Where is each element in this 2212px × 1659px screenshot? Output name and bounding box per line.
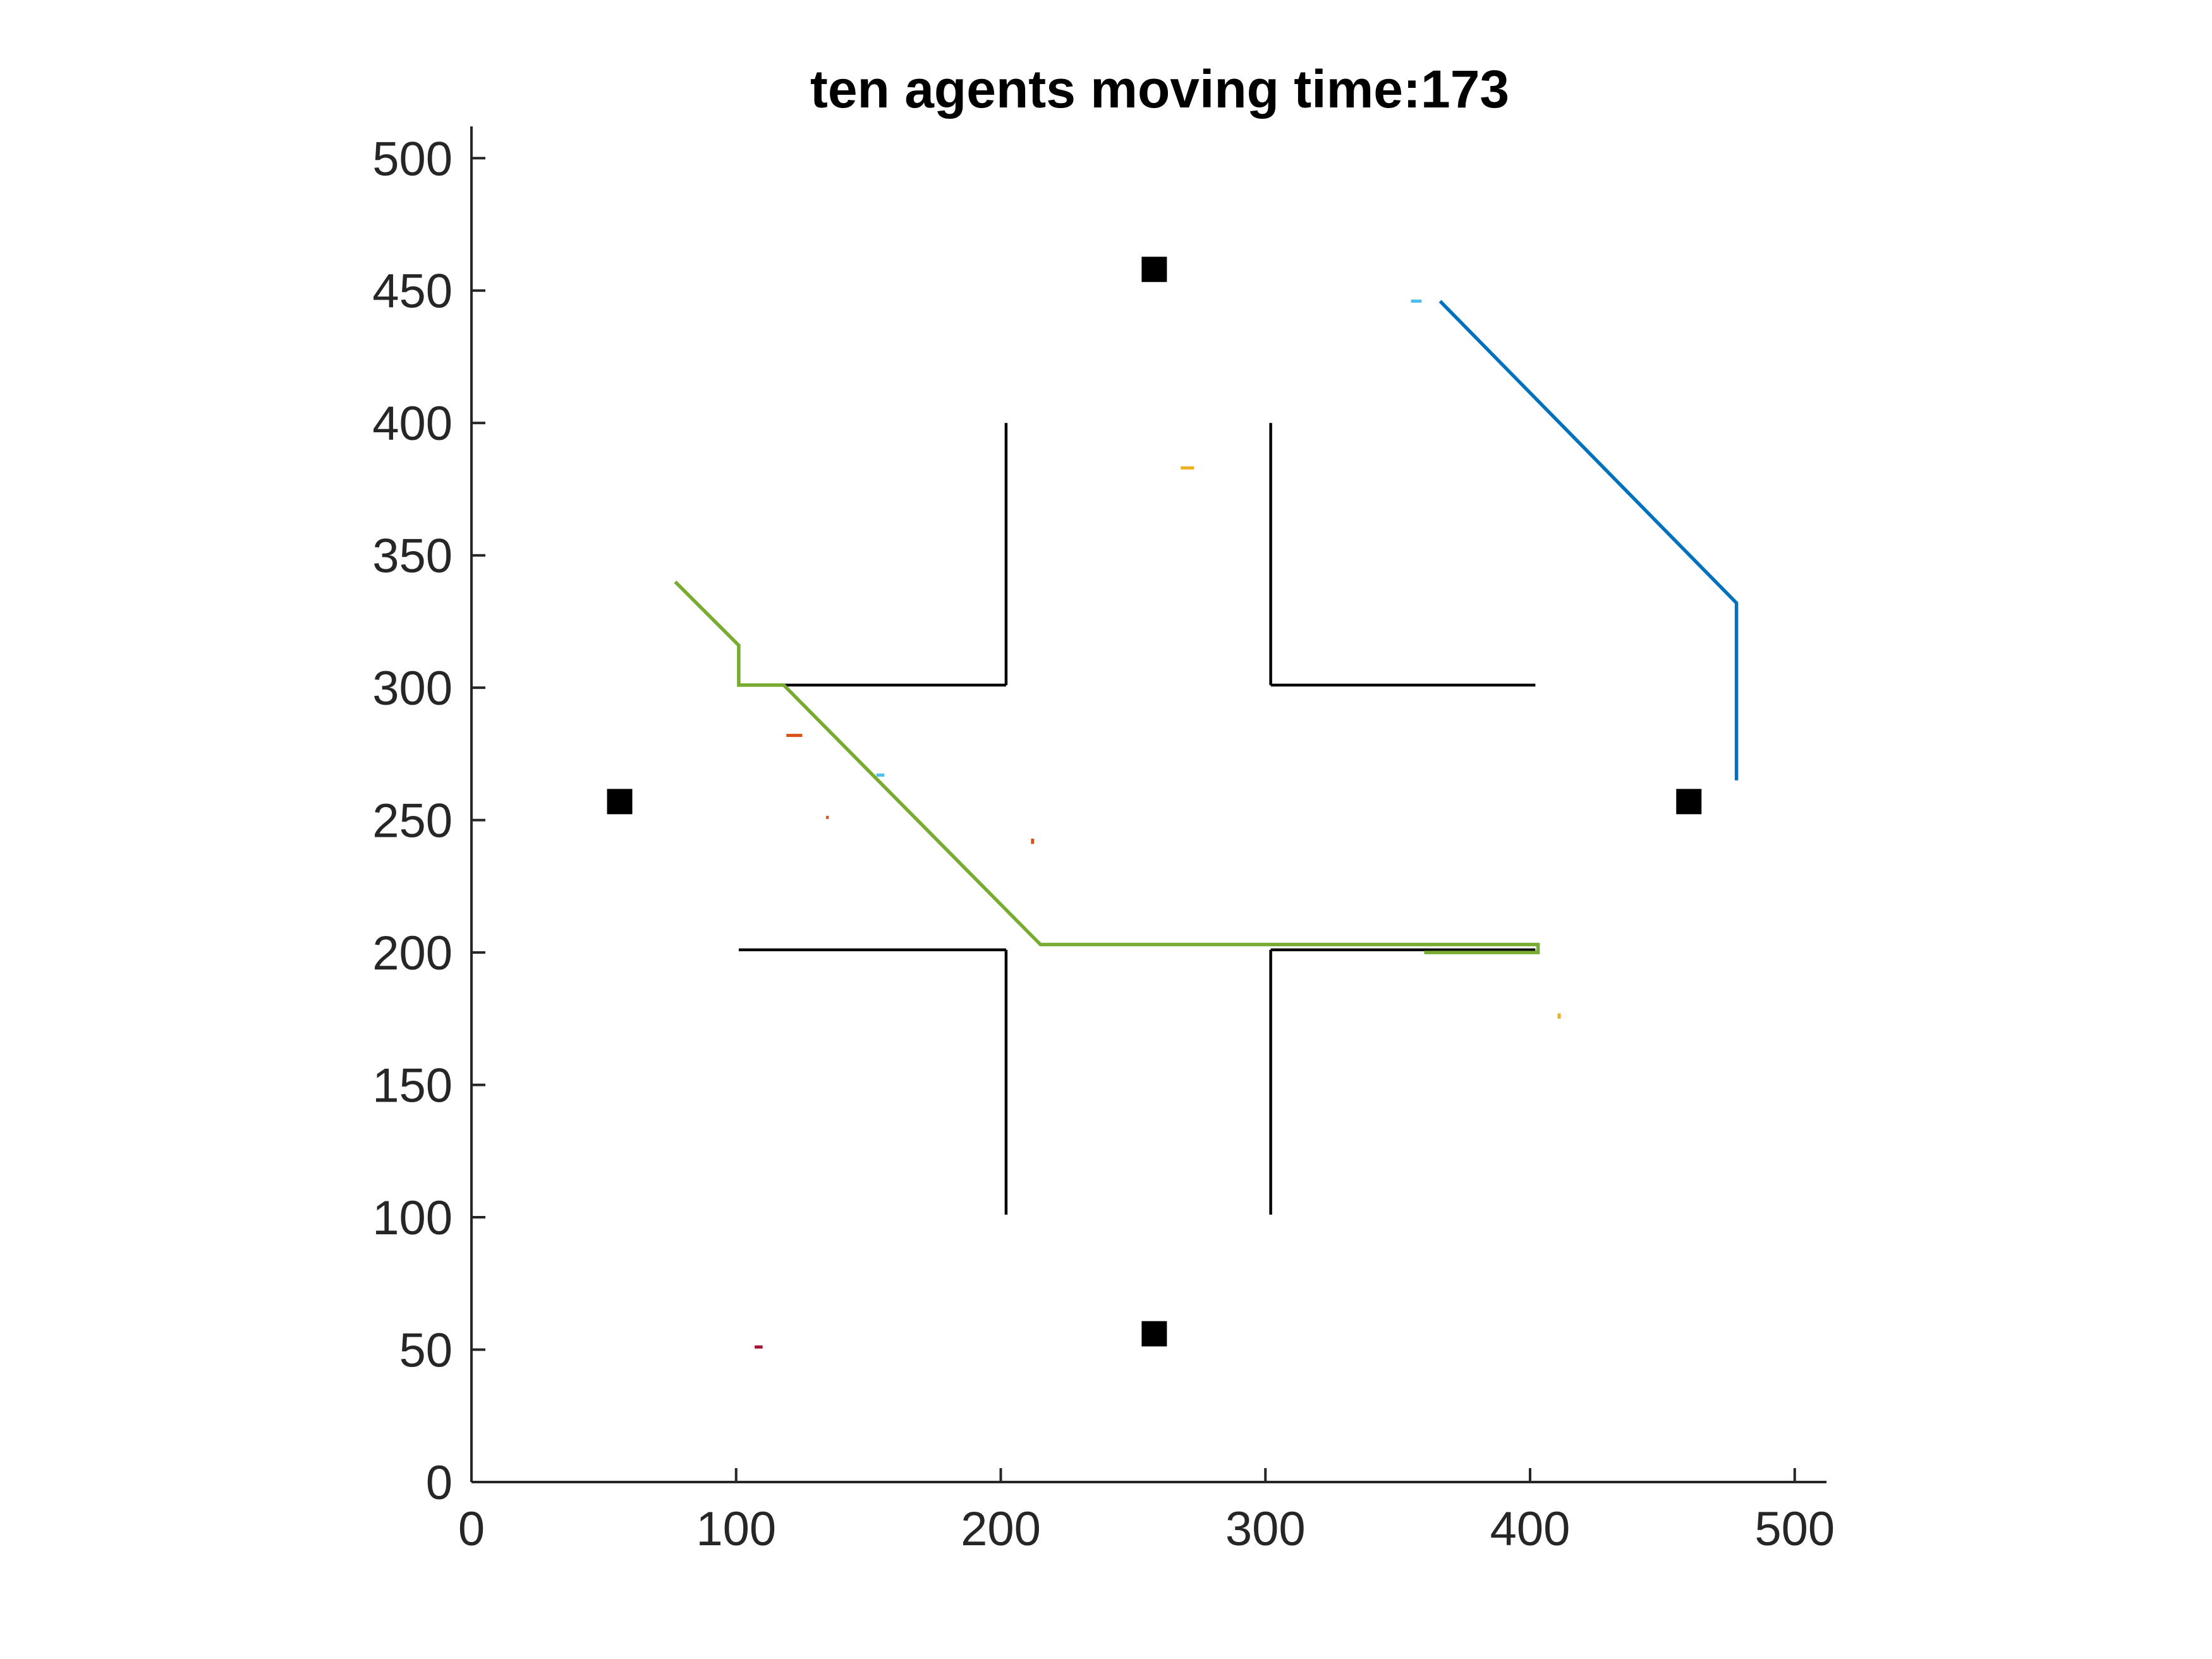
target-square-1 (1141, 257, 1167, 283)
agent-trails-group (674, 300, 1739, 954)
x-tick-label-4: 400 (1490, 1502, 1571, 1556)
y-tick-label-2: 100 (372, 1191, 453, 1245)
target-square-0 (607, 789, 633, 815)
axes-group (470, 126, 1826, 1483)
y-tick-label-1: 50 (399, 1324, 453, 1378)
y-tick-label-9: 450 (372, 265, 453, 319)
chart-title: ten agents moving time:173 (810, 59, 1509, 119)
x-tick-label-5: 500 (1754, 1502, 1835, 1556)
x-tick-label-2: 200 (961, 1502, 1041, 1556)
y-tick-label-10: 500 (372, 132, 453, 186)
targets-group (607, 257, 1702, 1347)
agent-trail-1 (674, 580, 1540, 954)
walls-group (738, 423, 1536, 1215)
x-tick-label-0: 0 (458, 1502, 485, 1556)
agent-trail-0 (1438, 300, 1739, 781)
y-tick-label-8: 400 (372, 397, 453, 451)
target-square-3 (1141, 1321, 1167, 1347)
y-tick-label-0: 0 (426, 1456, 453, 1510)
y-tick-label-5: 250 (372, 794, 453, 848)
y-tick-label-3: 150 (372, 1059, 453, 1113)
x-tick-label-3: 300 (1225, 1502, 1306, 1556)
x-tick-labels: 0 100 200 300 400 500 (458, 1502, 1835, 1556)
x-tick-label-1: 100 (696, 1502, 776, 1556)
y-tick-label-4: 200 (372, 927, 453, 980)
agents-group (755, 300, 1561, 1349)
y-tick-label-6: 300 (372, 662, 453, 715)
target-square-2 (1676, 789, 1702, 815)
y-tick-label-7: 350 (372, 530, 453, 583)
y-tick-labels: 0 50 100 150 200 250 300 350 400 450 500 (372, 132, 453, 1510)
